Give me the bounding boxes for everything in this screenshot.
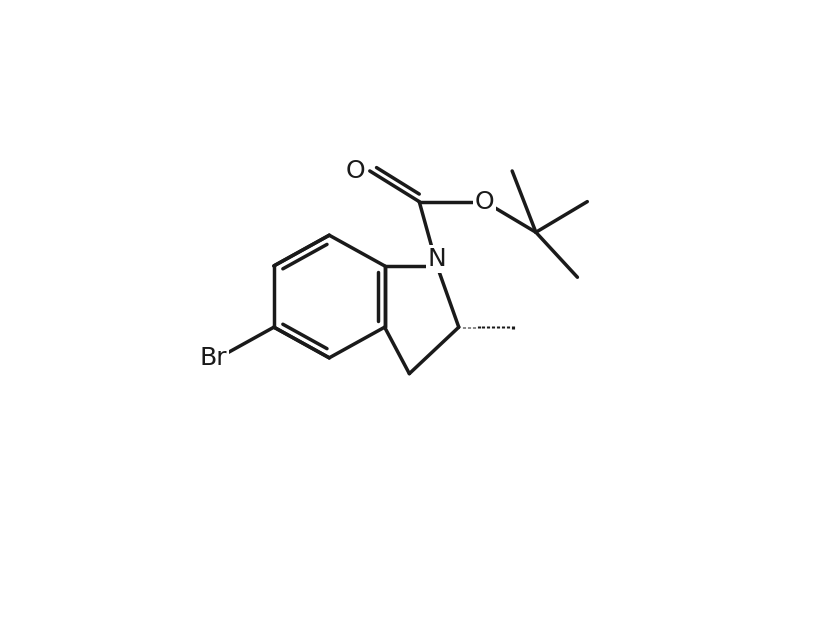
Text: Br: Br xyxy=(200,346,227,370)
Text: N: N xyxy=(428,247,447,271)
Text: O: O xyxy=(474,189,494,214)
Text: O: O xyxy=(345,159,365,183)
